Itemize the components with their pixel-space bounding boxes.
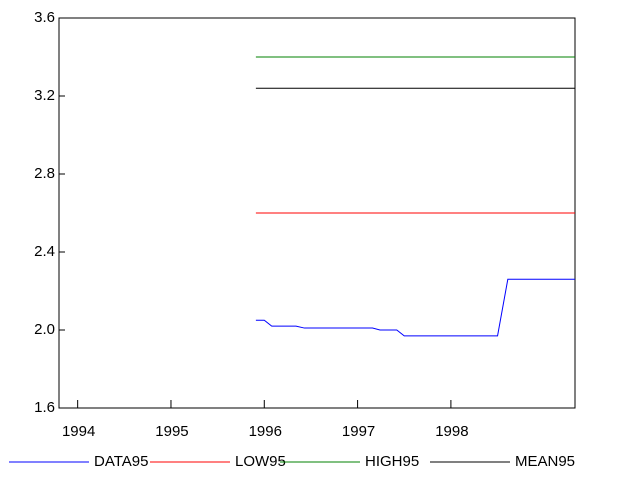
y-tick-label: 3.2 <box>34 87 55 104</box>
legend-label: MEAN95 <box>515 453 575 470</box>
x-tick-label: 1998 <box>435 423 468 440</box>
x-tick-label: 1995 <box>155 423 188 440</box>
legend-label: HIGH95 <box>365 453 419 470</box>
y-tick-label: 3.6 <box>34 9 55 26</box>
legend-label: DATA95 <box>94 453 148 470</box>
series-line <box>255 278 575 337</box>
y-tick-label: 2.0 <box>34 321 55 338</box>
y-tick-label: 1.6 <box>34 399 55 416</box>
x-tick-label: 1994 <box>62 423 95 440</box>
x-tick-label: 1997 <box>342 423 375 440</box>
legend-label: LOW95 <box>235 453 286 470</box>
y-tick-label: 2.4 <box>34 243 55 260</box>
x-tick-label: 1996 <box>249 423 282 440</box>
y-tick-label: 2.8 <box>34 165 55 182</box>
